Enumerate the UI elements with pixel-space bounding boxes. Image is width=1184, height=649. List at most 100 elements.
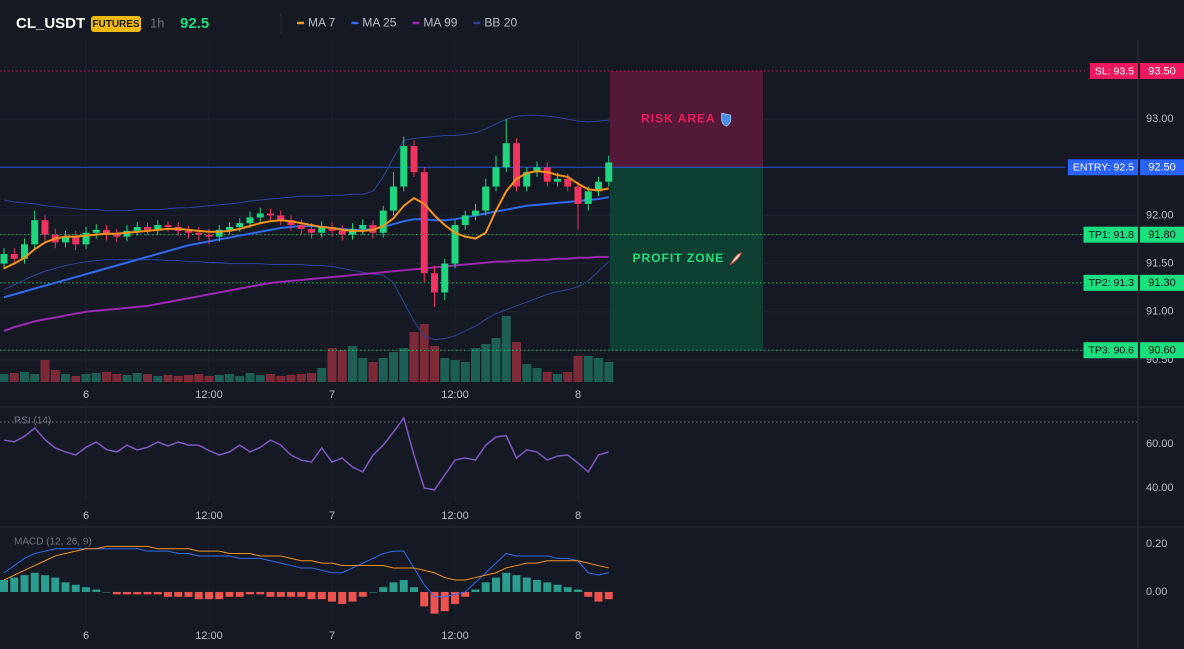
histogram-bar — [123, 591, 131, 595]
volume-bar — [204, 376, 214, 382]
candle-body — [564, 178, 572, 187]
candle-body — [338, 230, 346, 235]
level-tag: ENTRY: 92.5 — [1073, 162, 1134, 174]
histogram-bar — [420, 591, 429, 607]
histogram-bar — [266, 591, 275, 597]
x-tick-label: 7 — [329, 510, 335, 522]
candle-body — [461, 215, 469, 226]
volume-bar — [512, 342, 521, 382]
legend-label: MA 99 — [423, 16, 457, 30]
level-tag-bg — [1089, 62, 1138, 79]
volume-bar — [214, 375, 224, 382]
candle-body — [154, 225, 162, 230]
candle-body — [226, 226, 233, 230]
volume-bar — [184, 375, 193, 382]
histogram-bar — [194, 591, 203, 600]
volume-bar — [594, 358, 603, 382]
price-tag: 92.50 — [1148, 162, 1176, 174]
volume-bar — [91, 373, 101, 382]
volume-bar — [471, 348, 480, 382]
volume-bar — [112, 374, 122, 382]
histogram-bar — [543, 582, 552, 592]
volume-bar — [286, 375, 296, 382]
volume-bar — [430, 346, 439, 382]
candle-body — [420, 172, 428, 274]
histogram-bar — [410, 587, 418, 592]
volume-bar — [235, 376, 245, 382]
candle-body — [10, 253, 18, 259]
volume-bar — [266, 374, 275, 382]
price-tag: 90.60 — [1148, 345, 1176, 357]
x-tick-label: 12:00 — [441, 630, 469, 642]
candle-body — [0, 253, 8, 264]
price-tag-bg — [1140, 62, 1184, 79]
volume — [0, 316, 614, 382]
x-tick-label: 12:00 — [441, 510, 469, 522]
badge: FUTURES — [92, 19, 140, 30]
volume-bar — [20, 372, 29, 382]
x-tick-label: 12:00 — [195, 389, 223, 401]
macd-line — [3, 548, 609, 598]
candle-body — [441, 263, 449, 293]
volume-bar — [132, 373, 142, 382]
volume-bar — [173, 376, 183, 382]
histogram-bar — [92, 589, 101, 592]
price-tag-bg — [1140, 159, 1184, 176]
candle-body — [431, 273, 438, 293]
candle-body — [308, 228, 315, 233]
price-tag-bg — [1140, 226, 1184, 243]
rsi-line — [3, 416, 609, 491]
candle-body — [410, 146, 418, 173]
histogram-bar — [307, 591, 316, 600]
histogram-bar — [440, 591, 449, 612]
y-tick-label: 93.00 — [1146, 113, 1174, 125]
histogram-bar — [563, 587, 572, 592]
x-tick-label: 8 — [575, 389, 581, 401]
level-tag-bg — [1083, 274, 1138, 291]
rsi-title: RSI (14) — [14, 416, 51, 427]
volume-bar — [40, 360, 50, 382]
volume-bar — [501, 316, 511, 382]
price-tag: 91.80 — [1148, 229, 1176, 241]
legend-label: BB 20 — [484, 16, 517, 30]
volume-bar — [358, 358, 368, 382]
y-tick-label: 92.00 — [1146, 209, 1174, 221]
histogram-bar — [338, 591, 347, 604]
candle-body — [133, 226, 141, 231]
histogram-bar — [328, 591, 336, 602]
histogram-bar — [379, 587, 388, 592]
histogram-bar — [184, 591, 193, 597]
volume-bar — [532, 368, 542, 382]
x-tick-label: 7 — [329, 630, 335, 642]
y-tick-label: 0.00 — [1146, 586, 1167, 598]
volume-bar — [296, 374, 306, 382]
histogram-bar — [297, 591, 306, 597]
volume-bar — [225, 374, 234, 382]
last-price: 92.5 — [180, 15, 209, 32]
histogram-bar — [246, 591, 254, 595]
volume-bar — [50, 370, 60, 382]
histogram-bar — [502, 572, 511, 592]
candle-body — [82, 232, 90, 245]
badge-bg — [91, 16, 141, 32]
candle-body — [144, 226, 151, 230]
ma-line — [3, 196, 609, 299]
candle-body — [287, 220, 295, 226]
candle-body — [595, 181, 602, 192]
y-tick-label: 40.00 — [1146, 482, 1174, 494]
candle-body — [451, 225, 459, 264]
volume-bar — [450, 360, 460, 382]
volume-bar — [194, 374, 204, 382]
candle-body — [390, 186, 397, 211]
volume-bar — [491, 338, 501, 382]
histogram-bar — [235, 591, 244, 597]
candle-body — [246, 217, 254, 224]
zone — [609, 70, 763, 168]
histogram-bar — [20, 575, 29, 592]
interval[interactable]: 1h — [150, 15, 164, 30]
candle-body — [31, 220, 39, 245]
volume-bar — [102, 372, 111, 382]
histogram-bar — [594, 591, 603, 602]
candle-body — [554, 178, 561, 182]
